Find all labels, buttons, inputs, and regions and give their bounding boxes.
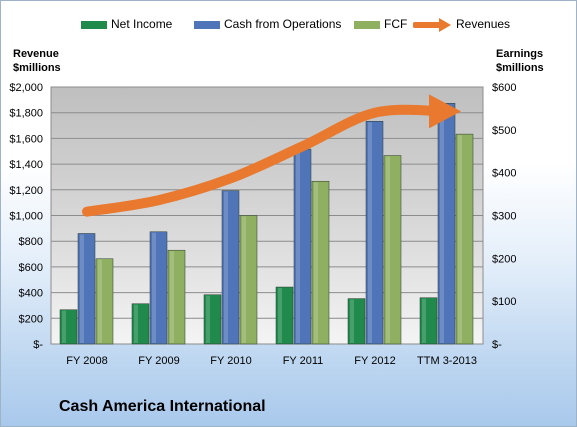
right-tick-label: $600: [492, 82, 516, 94]
bar-fcf-highlight: [458, 135, 462, 343]
right-tick-label: $-: [492, 339, 502, 351]
bar-cash-from-operations-highlight: [368, 122, 372, 344]
bar-cash-from-operations: [221, 190, 240, 345]
right-axis-title: Earnings $millions: [496, 47, 544, 75]
bar-fcf: [383, 155, 402, 345]
bar-net-income: [131, 303, 150, 345]
line-revenues: [82, 104, 452, 217]
bar-fcf-highlight: [170, 251, 174, 343]
chart-plot: $- $200 $400 $600 $800 $1,000 $1,200 $1,400 $1,6…: [9, 82, 516, 367]
left-tick-label: $1,200: [9, 185, 43, 197]
bar-fcf: [311, 180, 330, 345]
revenues-arrowhead: [429, 94, 461, 129]
legend-swatch-fcf: [354, 21, 380, 29]
left-axis-title-line2: $millions: [13, 62, 61, 74]
bar-cash-from-operations-highlight: [80, 234, 84, 343]
bar-net-income: [419, 297, 438, 345]
company-name: Cash America International: [59, 398, 266, 415]
left-axis-title-line1: Revenue: [13, 48, 59, 60]
bar-cash-from-operations-highlight: [224, 191, 228, 343]
bar-fcf-highlight: [314, 182, 318, 343]
right-axis-title-line1: Earnings: [496, 48, 544, 60]
x-tick-label: FY 2011: [283, 355, 324, 367]
bar-net-income-highlight: [422, 298, 426, 343]
left-tick-label: $400: [19, 288, 43, 300]
bar-cash-from-operations: [365, 121, 384, 345]
left-axis-title: Revenue $millions: [13, 47, 61, 75]
bar-fcf: [95, 258, 114, 345]
legend-label-revenues: Revenues: [456, 17, 511, 31]
bar-fcf-highlight: [386, 156, 390, 343]
left-tick-label: $1,800: [9, 108, 43, 120]
bar-net-income-highlight: [278, 288, 282, 343]
x-tick-label: FY 2012: [354, 355, 395, 367]
x-tick-label: FY 2009: [138, 355, 179, 367]
bar-cash-from-operations: [437, 103, 456, 345]
right-axis-title-line2: $millions: [496, 62, 544, 74]
left-tick-label: $1,400: [9, 159, 43, 171]
bar-fcf-highlight: [98, 259, 102, 343]
bar-net-income-highlight: [350, 299, 354, 343]
bar-net-income-highlight: [62, 310, 66, 343]
x-tick-label: TTM 3-2013: [417, 355, 477, 367]
left-tick-label: $-: [33, 339, 43, 351]
right-tick-label: $200: [492, 253, 516, 265]
legend-label-cash-ops: Cash from Operations: [224, 17, 342, 31]
bar-cash-from-operations-highlight: [152, 232, 156, 343]
legend-label-fcf: FCF: [384, 17, 408, 31]
x-tick-label: FY 2008: [66, 355, 107, 367]
bar-fcf: [167, 249, 186, 345]
right-tick-label: $400: [492, 168, 516, 180]
bar-cash-from-operations: [77, 233, 96, 345]
legend-swatch-net-income: [81, 21, 107, 29]
bar-net-income: [347, 298, 366, 345]
left-tick-label: $800: [19, 236, 43, 248]
legend-swatch-cash-ops: [194, 21, 220, 29]
bar-cash-from-operations-highlight: [296, 150, 300, 343]
bar-net-income-highlight: [134, 304, 138, 343]
left-tick-label: $1,000: [9, 211, 43, 223]
left-tick-label: $200: [19, 313, 43, 325]
left-tick-label: $2,000: [9, 82, 43, 94]
legend-swatch-revenues: [413, 18, 451, 32]
left-tick-label: $600: [19, 262, 43, 274]
right-tick-label: $500: [492, 125, 516, 137]
left-tick-label: $1,600: [9, 133, 43, 145]
bar-cash-from-operations-highlight: [440, 104, 444, 343]
bar-net-income-highlight: [206, 295, 210, 343]
bar-cash-from-operations: [149, 231, 168, 345]
bar-fcf: [239, 215, 258, 345]
bar-net-income: [275, 286, 294, 345]
bar-net-income: [59, 309, 78, 345]
right-tick-label: $300: [492, 211, 516, 223]
bar-net-income: [203, 294, 222, 345]
bar-fcf-highlight: [242, 216, 246, 343]
right-tick-label: $100: [492, 296, 516, 308]
legend-label-net-income: Net Income: [111, 17, 173, 31]
bar-fcf: [455, 133, 474, 345]
x-tick-label: FY 2010: [210, 355, 251, 367]
